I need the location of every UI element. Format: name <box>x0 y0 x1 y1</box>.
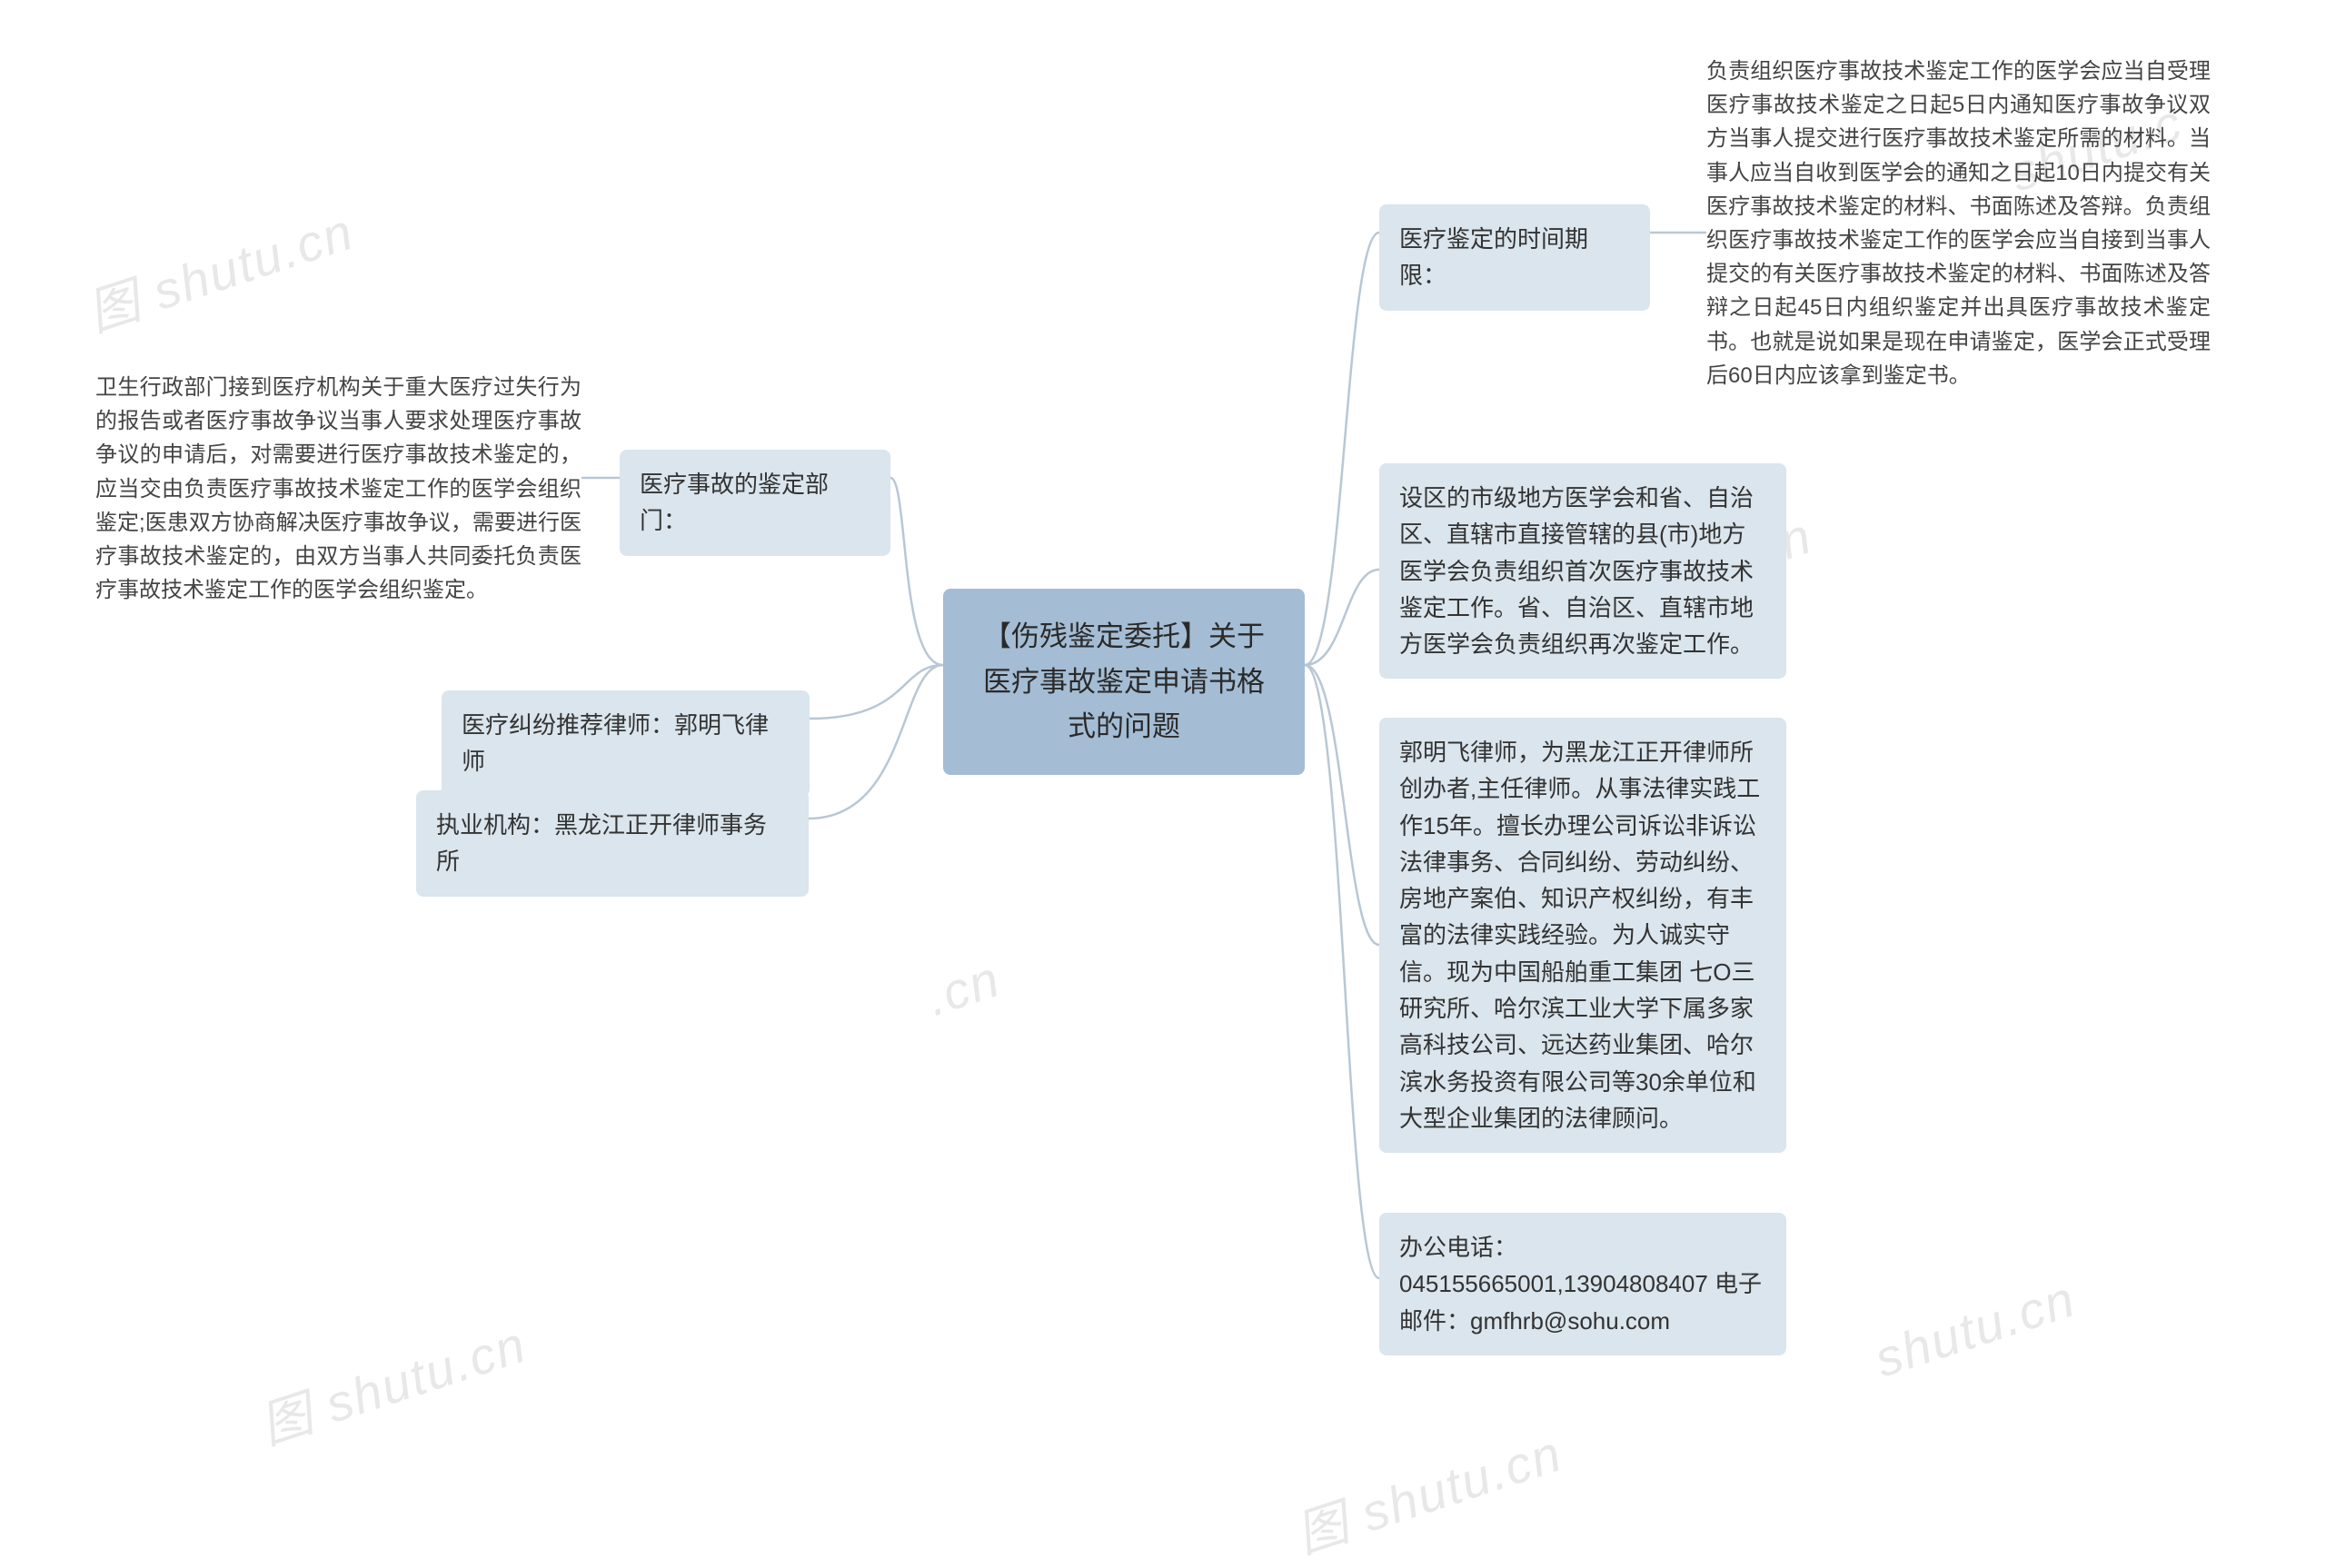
node-appraisal-department: 医疗事故的鉴定部门： <box>620 450 890 556</box>
watermark: 图 shutu.cn <box>77 191 362 346</box>
node-lawyer-bio: 郭明飞律师，为黑龙江正开律师所创办者,主任律师。从事法律实践工作15年。擅长办理… <box>1379 718 1786 1153</box>
connector <box>809 665 943 819</box>
node-appraisal-department-detail: 卫生行政部门接到医疗机构关于重大医疗过失行为的报告或者医疗事故争议当事人要求处理… <box>95 371 582 607</box>
node-time-limit-detail: 负责组织医疗事故技术鉴定工作的医学会应当自受理医疗事故技术鉴定之日起5日内通知医… <box>1706 55 2211 392</box>
connector <box>890 478 943 665</box>
mindmap-root: 【伤残鉴定委托】关于医疗事故鉴定申请书格式的问题 <box>943 589 1305 775</box>
connector <box>1305 665 1379 1278</box>
node-recommended-lawyer: 医疗纠纷推荐律师：郭明飞律师 <box>442 690 810 797</box>
connector <box>1305 665 1379 945</box>
node-org-responsibility: 设区的市级地方医学会和省、自治区、直辖市直接管辖的县(市)地方医学会负责组织首次… <box>1379 463 1786 679</box>
node-time-limit: 医疗鉴定的时间期限： <box>1379 204 1650 311</box>
watermark: .cn <box>919 948 1008 1027</box>
node-practice-org: 执业机构：黑龙江正开律师事务所 <box>416 790 809 897</box>
watermark: 图 shutu.cn <box>250 1304 534 1459</box>
node-contact: 办公电话：045155665001,13904808407 电子邮件：gmfhr… <box>1379 1213 1786 1355</box>
watermark: 图 shutu.cn <box>1286 1413 1570 1568</box>
connector <box>810 665 943 719</box>
watermark: shutu.cn <box>1868 1268 2083 1388</box>
connector <box>1305 570 1379 665</box>
connector <box>1305 233 1379 665</box>
